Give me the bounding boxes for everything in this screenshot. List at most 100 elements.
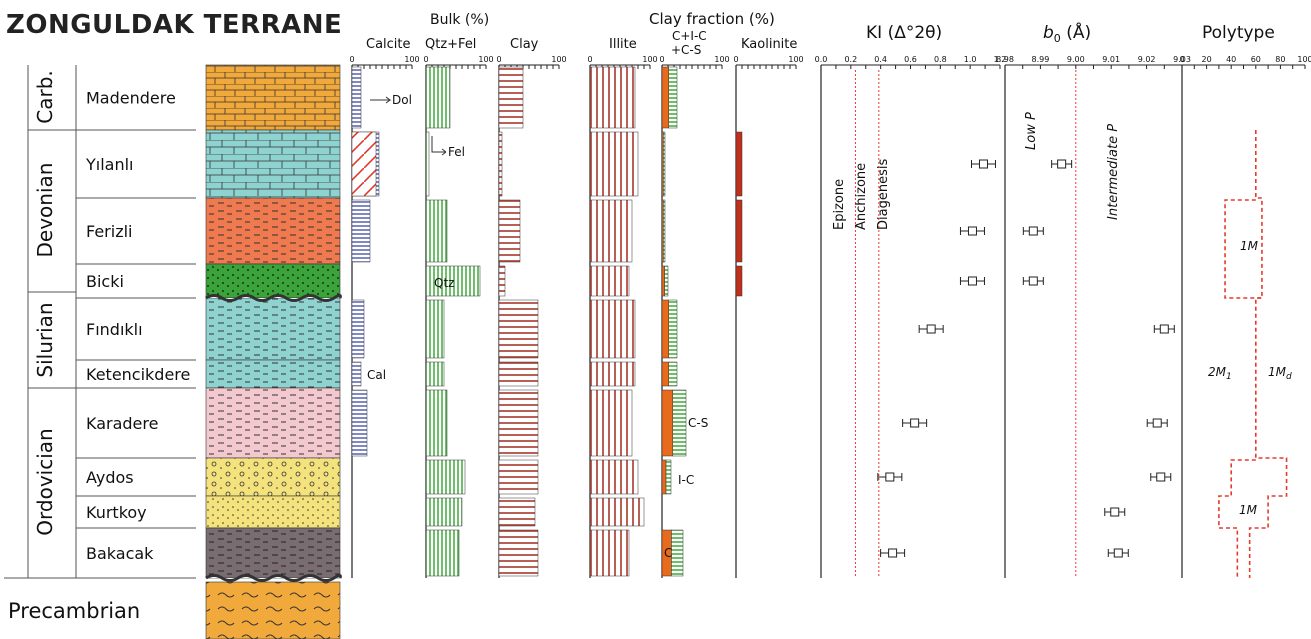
- lithology-column: [205, 64, 342, 639]
- polytype-title: Polytype: [1202, 23, 1275, 43]
- bulk-bar: [425, 497, 463, 527]
- chlorite-bar: [661, 389, 674, 457]
- cic-tick-label: 100: [714, 55, 729, 64]
- formation-name: Bakacak: [86, 544, 154, 563]
- clay-bar: [498, 131, 503, 197]
- lith-layer: [205, 527, 341, 579]
- ki-point: [885, 472, 895, 482]
- b0-title: b0 (Å): [1043, 21, 1091, 45]
- illite-bar: [589, 299, 636, 359]
- formation-name: Ferizli: [86, 222, 132, 241]
- clay-bar: [498, 459, 539, 495]
- polytype-1md: 1Md: [1268, 365, 1292, 382]
- bulk-bar: [425, 459, 466, 495]
- bulk-bar: [425, 299, 445, 359]
- lith-layer: [205, 129, 341, 199]
- calcite-title: Calcite: [366, 37, 411, 52]
- b0-point: [1113, 548, 1123, 558]
- ki-tick-label: 1.0: [964, 55, 977, 64]
- chlorite-bar: [661, 265, 665, 297]
- polytype-1m-lower: 1M: [1239, 503, 1258, 517]
- ic-bar: [663, 199, 666, 263]
- illite-bar: [589, 361, 636, 387]
- ki-title: KI (Δ°2θ): [866, 23, 942, 43]
- intermediate-p-label: Intermediate P: [1106, 124, 1121, 220]
- illite-bar: [589, 66, 636, 129]
- chlorite-bar: [661, 459, 667, 495]
- kaolinite-tick-label: 100: [788, 55, 803, 64]
- lith-layer: [205, 359, 341, 389]
- clay-bar: [498, 497, 536, 527]
- bulk-subtitle: Qtz+Fel: [425, 37, 476, 52]
- ki-point: [910, 418, 920, 428]
- b0-tick-label: 8.99: [1031, 55, 1049, 64]
- b0-point: [1028, 226, 1038, 236]
- bulk-bar: [425, 529, 460, 577]
- lith-precambrian: [205, 581, 341, 639]
- formation-name: Ketencikdere: [86, 365, 190, 384]
- anchizone-label: Anchizone: [854, 163, 869, 230]
- illite-bar: [589, 131, 639, 197]
- lith-layer: [205, 457, 341, 497]
- clay-bar: [498, 389, 539, 457]
- b0-title-rest: (Å): [1061, 21, 1091, 43]
- formation-name: Kurtkoy: [86, 503, 147, 522]
- b0-tick-label: 9.01: [1102, 55, 1120, 64]
- formation-name: Madendere: [86, 89, 176, 108]
- lith-layer: [205, 197, 341, 265]
- ki-tick-label: 0.0: [815, 55, 828, 64]
- polytype-box-upper: [1224, 199, 1262, 299]
- ki-tick-label: 0.8: [934, 55, 947, 64]
- formation-name: Fındıklı: [86, 320, 143, 339]
- b0-title-b: b: [1043, 23, 1054, 43]
- period-column: Carb. Devonian Silurian Ordovician Preca…: [4, 65, 196, 623]
- clay-bar: [498, 199, 521, 263]
- bulk-bar: [425, 361, 445, 387]
- bulk-tick-label: 100: [478, 55, 493, 64]
- formation-name: Aydos: [86, 468, 134, 487]
- illite-bar: [589, 459, 639, 495]
- polytype-tick-label: 20: [1202, 55, 1212, 64]
- ic-bar: [671, 529, 684, 577]
- formation-names: Madendere Yılanlı Ferizli Bicki Fındıklı Kete…: [76, 89, 196, 563]
- ki-tick-label: 1.2: [994, 55, 1007, 64]
- calcite-tick-label: 0: [349, 55, 354, 64]
- bulk-bar: [425, 131, 430, 197]
- cic-tick-label: 0: [659, 55, 664, 64]
- illite-tick-label: 100: [642, 55, 657, 64]
- calcite-bar: [351, 299, 365, 359]
- ic-bar: [668, 361, 678, 387]
- ki-tick-label: 0.4: [874, 55, 887, 64]
- formation-name: Bicki: [86, 272, 124, 291]
- ic-bar: [668, 66, 678, 129]
- clay-bar: [498, 361, 539, 387]
- lith-layer: [205, 64, 341, 131]
- bulk-title: Bulk (%): [430, 12, 489, 28]
- kaolinite-bar: [735, 199, 743, 263]
- b0-point: [1057, 159, 1067, 169]
- low-p-label: Low P: [1024, 112, 1039, 150]
- polytype-tick-label: 40: [1226, 55, 1236, 64]
- illite-bar: [589, 199, 633, 263]
- polytype-box-lower: [1218, 459, 1256, 578]
- b0-point: [1028, 276, 1038, 286]
- polytype-labels: 1M 2M1 1Md 1M: [1208, 239, 1292, 517]
- calcite-bar: [351, 389, 368, 457]
- bulk-bar: [425, 265, 481, 297]
- c-label: C: [664, 546, 672, 560]
- chlorite-bar: [661, 66, 669, 129]
- illite-bar: [589, 389, 633, 457]
- ki-point: [888, 548, 898, 558]
- polytype-line: [1248, 130, 1288, 578]
- bulk-bar: [425, 389, 448, 457]
- annotations: Dol Fel Qtz Cal C-S I-C C: [367, 93, 708, 560]
- illite-bar: [589, 265, 630, 297]
- chlorite-bar: [661, 361, 669, 387]
- b0-tick-label: 9.02: [1138, 55, 1156, 64]
- axes: 0 100 0 100 0 100 0 100 0 100 0 100 0.0 0.2 0.4 0.6 0.8 1…: [349, 55, 1311, 578]
- polytype-tick-label: 80: [1275, 55, 1285, 64]
- clay-tick-label: 0: [496, 55, 501, 64]
- b0-point: [1110, 507, 1120, 517]
- illite-tick-label: 0: [587, 55, 592, 64]
- lith-layer: [205, 495, 341, 529]
